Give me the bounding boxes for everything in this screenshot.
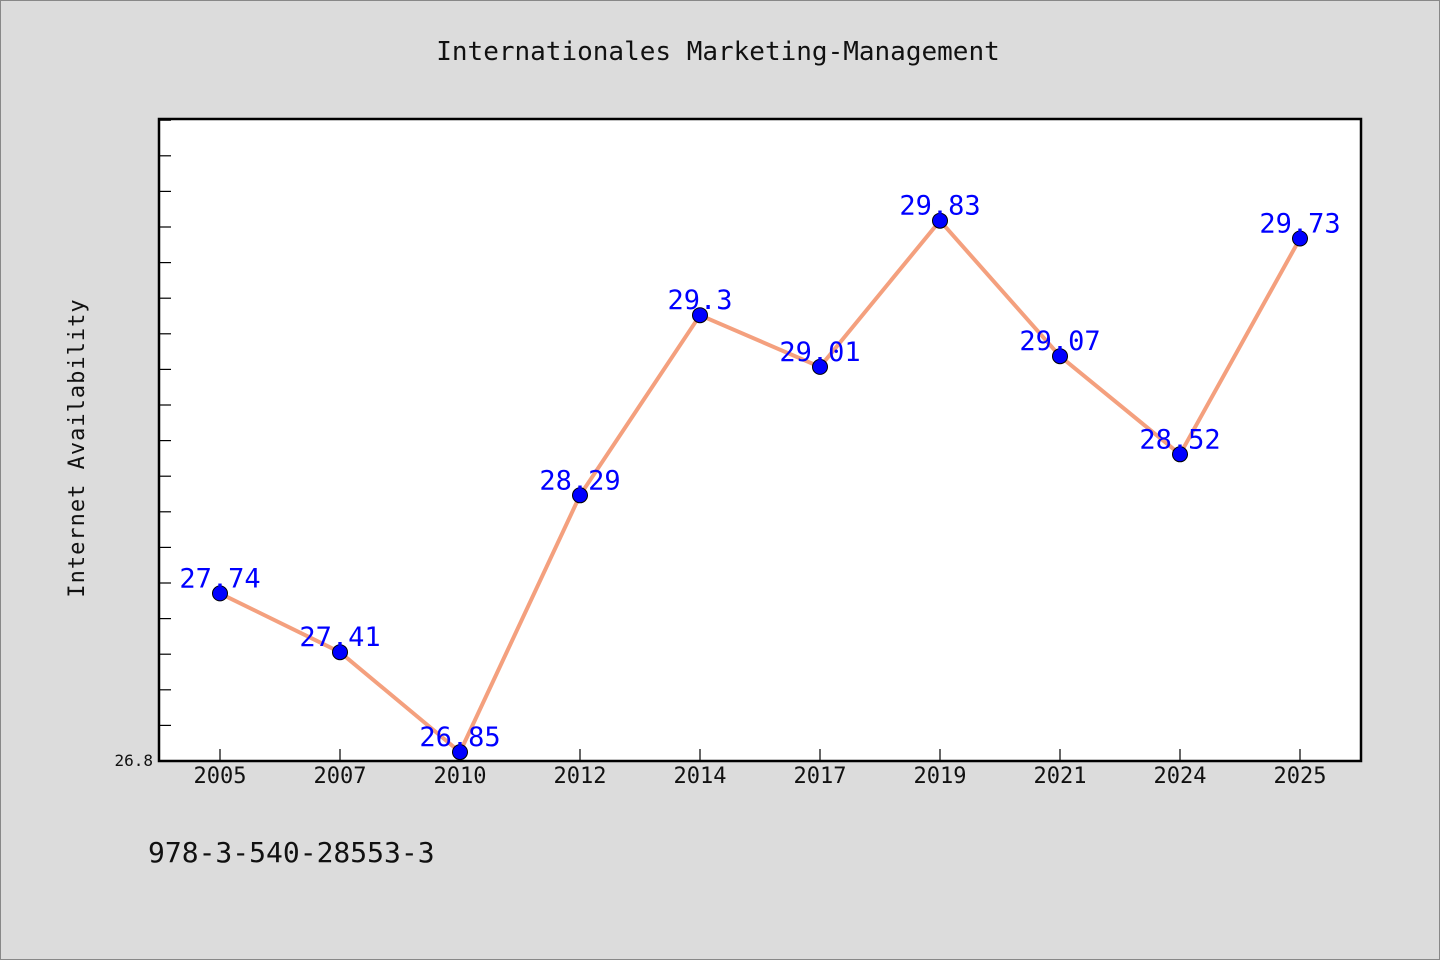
data-labels: 27.74 27.41 26.85 28.29 29.3 29.01 29.83 29.07 2… bbox=[179, 191, 1340, 753]
data-point bbox=[1172, 446, 1188, 463]
data-label: 29.83 bbox=[899, 191, 980, 222]
data-label: 29.07 bbox=[1019, 326, 1100, 357]
y-axis-min-label: 26.8 bbox=[114, 751, 153, 770]
data-point bbox=[572, 487, 588, 504]
data-point bbox=[212, 585, 228, 602]
x-tick-label: 2021 bbox=[1034, 764, 1087, 789]
data-label: 29.3 bbox=[667, 285, 732, 316]
data-label: 26.85 bbox=[419, 722, 500, 753]
x-tick-label: 2007 bbox=[314, 764, 367, 789]
x-tick-label: 2014 bbox=[674, 764, 727, 789]
series-line bbox=[219, 218, 1302, 755]
data-point bbox=[692, 307, 708, 324]
data-point bbox=[932, 212, 948, 229]
data-point bbox=[1052, 348, 1068, 365]
data-point bbox=[812, 358, 828, 375]
data-label: 27.41 bbox=[299, 622, 380, 653]
y-axis-label: Internet Availability bbox=[65, 298, 90, 597]
chart-title: Internationales Marketing-Management bbox=[436, 37, 1000, 67]
x-tick-label: 2019 bbox=[914, 764, 967, 789]
y-axis-ticks bbox=[159, 119, 171, 762]
footer-isbn: 978-3-540-28553-3 bbox=[148, 836, 435, 869]
data-label: 29.73 bbox=[1259, 209, 1340, 240]
x-tick-label: 2017 bbox=[794, 764, 847, 789]
x-tick-label: 2025 bbox=[1274, 764, 1327, 789]
x-tick-label: 2005 bbox=[194, 764, 247, 789]
series-markers bbox=[212, 212, 1308, 761]
data-point bbox=[452, 744, 468, 761]
data-label: 28.29 bbox=[539, 465, 620, 496]
x-tick-label: 2010 bbox=[434, 764, 487, 789]
x-tick-label: 2024 bbox=[1154, 764, 1207, 789]
data-point bbox=[1292, 230, 1308, 247]
data-label: 29.01 bbox=[779, 337, 860, 368]
x-axis-ticks bbox=[219, 749, 1301, 761]
x-tick-label: 2012 bbox=[554, 764, 607, 789]
data-label: 27.74 bbox=[179, 563, 260, 594]
data-label: 28.52 bbox=[1139, 424, 1220, 455]
data-point bbox=[332, 644, 348, 661]
x-axis-tick-labels: 2005 2007 2010 2012 2014 2017 2019 2021 2024 2025 bbox=[194, 764, 1327, 789]
